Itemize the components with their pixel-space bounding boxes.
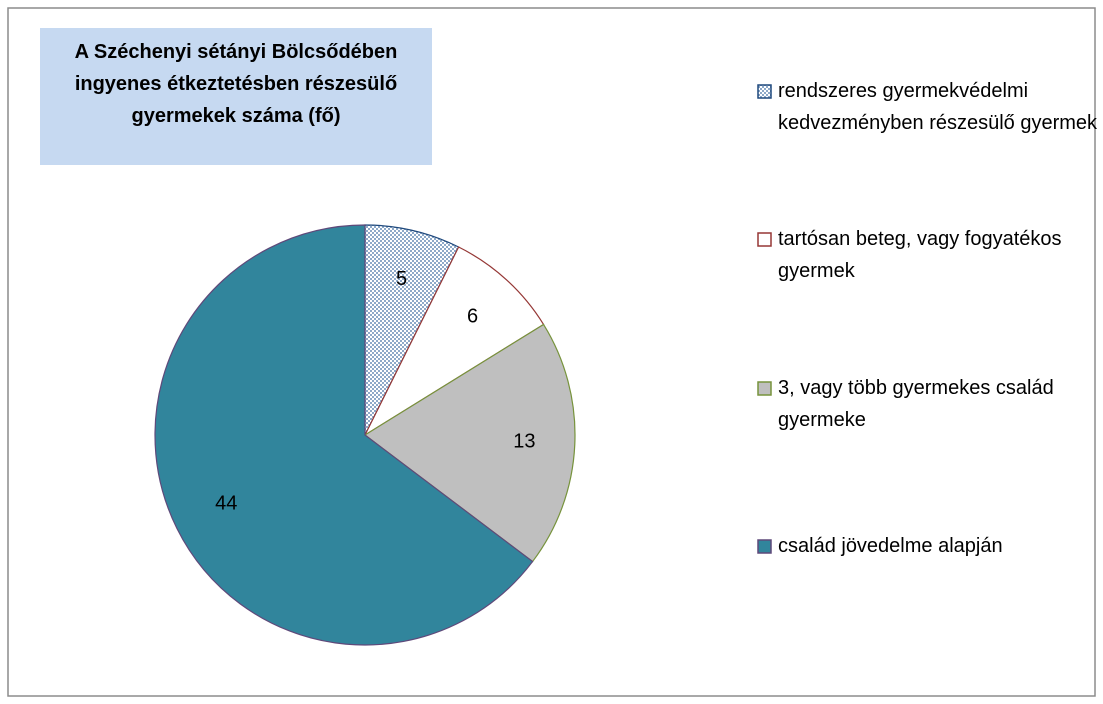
chart-title: A Széchenyi sétányi Bölcsődében ingyenes… <box>40 28 432 165</box>
legend-label: rendszeres gyermekvédelmi kedvezményben … <box>778 80 1098 134</box>
pie-slice <box>363 323 576 563</box>
chart-frame <box>7 7 1096 697</box>
data-label: 5 <box>396 268 407 290</box>
legend-swatch <box>757 84 772 99</box>
pie-slice <box>363 246 545 437</box>
legend-swatch <box>757 232 772 247</box>
legend-label: család jövedelme alapján <box>778 535 1003 557</box>
legend-swatch <box>757 381 772 396</box>
legend-swatch <box>757 539 772 554</box>
data-label: 13 <box>513 431 535 453</box>
data-label: 44 <box>215 492 237 514</box>
legend-label: 3, vagy több gyermekes család gyermeke <box>778 377 1054 431</box>
legend-label: tartósan beteg, vagy fogyatékos gyermek <box>778 228 1062 282</box>
pie-slice <box>154 224 534 646</box>
data-label: 6 <box>467 305 478 327</box>
pie-slice <box>364 224 460 436</box>
